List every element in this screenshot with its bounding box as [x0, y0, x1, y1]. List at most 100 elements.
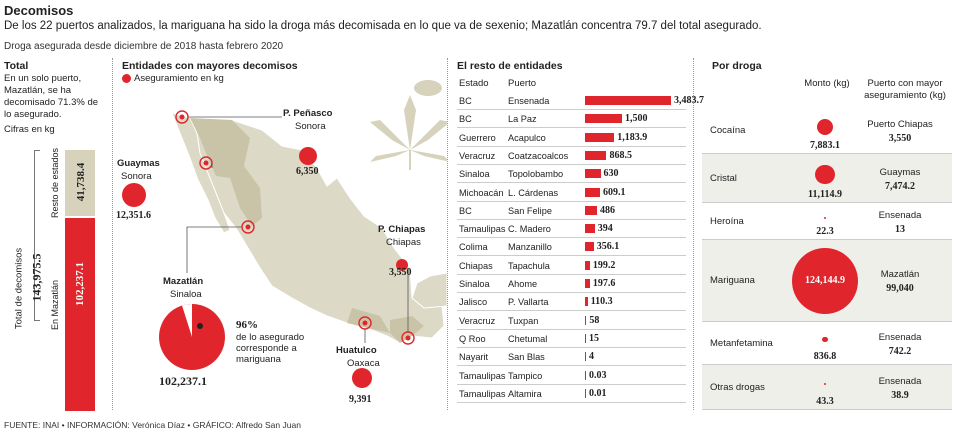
page-title: Decomisos [4, 3, 74, 18]
drug-monto: 124,144.9 [805, 275, 845, 286]
drug-port: Ensenada [878, 331, 922, 343]
drug-port-value: 7,474.2 [885, 180, 915, 192]
total-axis-label: Total de decomisos [13, 247, 25, 330]
page-subtitle: De los 22 puertos analizados, la marigua… [4, 20, 762, 32]
city-label-huatulco: Huatulco [336, 345, 377, 356]
drug-row: Mariguana 124,144.9 Mazatlán 99,040 [702, 240, 952, 322]
total-heading: Total [4, 60, 29, 72]
divider [693, 58, 694, 410]
table-row: Sinaloa Topolobambo 630 [457, 165, 686, 184]
table-row: Colima Manzanillo 356.1 [457, 238, 686, 257]
mazatlan-bar [65, 218, 95, 411]
row-state: BC [459, 114, 472, 125]
value-huatulco: 9,391 [349, 394, 372, 405]
row-state: Michoacán [459, 187, 504, 198]
col-puerto: Puerto [508, 78, 536, 89]
drug-name: Cocaína [710, 125, 746, 136]
row-port: Tampico [508, 370, 543, 381]
drug-row: Otras drogas 43.3 Ensenada 38.9 [702, 365, 952, 410]
map-heading: Entidades con mayores decomisos [122, 60, 298, 72]
row-port: Acapulco [508, 132, 546, 143]
row-state: BC [459, 205, 472, 216]
table-row: BC San Felipe 486 [457, 202, 686, 220]
row-state: Tamaulipas [459, 370, 506, 381]
resto-label: Resto de estados [50, 147, 60, 219]
table-row: Veracruz Tuxpan 58 [457, 312, 686, 330]
bar-14 [585, 352, 586, 362]
drug-port: Guaymas [879, 166, 921, 178]
drug-row: Cocaína 7,883.1 Puerto Chiapas 3,550 [702, 108, 952, 154]
drug-monto: 11,114.9 [808, 189, 842, 200]
bar-value-label: 1,183.9 [617, 131, 648, 143]
row-state: Guerrero [459, 132, 496, 143]
mazatlan-label: En Mazatlán [50, 279, 60, 331]
row-state: BC [459, 96, 472, 106]
bar-value-label: 0.01 [589, 387, 607, 399]
bar-2 [585, 132, 615, 142]
table-row: Q Roo Chetumal 15 [457, 330, 686, 348]
city-label-chiapas: P. Chiapas [378, 224, 426, 235]
drug-name: Metanfetamina [710, 337, 773, 349]
drug-row: Heroína 22.3 Ensenada 13 [702, 203, 952, 240]
table-row: Chiapas Tapachula 199.2 [457, 257, 686, 275]
table-row: Tamaulipas Tampico 0.03 [457, 367, 686, 385]
row-state: Veracruz [459, 315, 496, 326]
state-label-penasco: Sonora [295, 121, 326, 132]
value-mazatlan: 102,237.1 [159, 374, 207, 388]
table-row: Jalisco P. Vallarta 110.3 [457, 293, 686, 312]
bar-value-label: 486 [599, 204, 615, 216]
map-legend: Aseguramiento en kg [134, 73, 224, 84]
legend-dot [122, 74, 131, 83]
drug-monto: 22.3 [816, 226, 834, 237]
row-state: Chiapas [459, 260, 493, 271]
row-port: San Blas [508, 352, 545, 363]
footer-credits: FUENTE: INAI • INFORMACIÓN: Verónica Día… [4, 420, 301, 430]
city-label-mazatlan: Mazatlán [163, 276, 204, 287]
resto-heading: El resto de entidades [457, 60, 563, 72]
pct-value: 96% [236, 319, 258, 331]
mazatlan-value: 102,237.1 [74, 262, 86, 306]
bar-7 [585, 224, 595, 234]
drug-name: Mariguana [710, 275, 755, 286]
row-port: Ensenada [508, 96, 550, 106]
period-note: Droga asegurada desde diciembre de 2018 … [4, 41, 284, 52]
table-row: Nayarit San Blas 4 [457, 348, 686, 367]
bar-value-label: 609.1 [603, 186, 626, 198]
bar-value-label: 58 [589, 314, 600, 326]
table-row: BC Ensenada 3,483.7 [457, 92, 704, 110]
table-row: BC La Paz 1,500 [457, 110, 686, 129]
row-port: Ahome [508, 279, 538, 289]
table-row: Guerrero Acapulco 1,183.9 [457, 129, 686, 147]
drug-bubble [824, 216, 826, 219]
drug-row: Cristal 11,114.9 Guaymas 7,474.2 [702, 154, 952, 203]
drug-port-value: 38.9 [891, 389, 909, 401]
bar-value-label: 15 [589, 332, 599, 344]
col-monto: Monto (kg) [804, 78, 850, 89]
row-port: Altamira [508, 388, 542, 399]
drug-bubble [792, 248, 858, 314]
bar-value-label: 630 [603, 168, 619, 180]
bar-value-label: 1,500 [625, 113, 648, 125]
drug-port: Ensenada [878, 375, 922, 387]
resto-value: 41,738.4 [75, 162, 87, 202]
row-port: Topolobambo [508, 169, 564, 180]
drug-port-value: 99,040 [886, 283, 914, 294]
row-state: Nayarit [459, 352, 489, 363]
row-state: Tamaulipas [459, 224, 506, 235]
bar-11 [585, 297, 588, 307]
row-port: Coatzacoalcos [508, 150, 569, 161]
bar-6 [585, 205, 597, 215]
row-port: Chetumal [508, 333, 548, 344]
drug-monto: 43.3 [816, 396, 834, 407]
city-label-penasco: P. Peñasco [283, 108, 333, 119]
bar-12 [585, 315, 587, 325]
mexico-map [122, 80, 447, 388]
pct-text: de lo asegurado corresponde a mariguana [236, 332, 305, 365]
row-port: Manzanillo [508, 242, 552, 253]
row-state: Tamaulipas [459, 388, 506, 399]
state-label-huatulco: Oaxaca [347, 358, 380, 369]
table-row: Michoacán L. Cárdenas 609.1 [457, 184, 686, 202]
row-port: P. Vallarta [508, 297, 549, 308]
row-port: La Paz [508, 114, 537, 125]
bar-13 [585, 333, 586, 343]
